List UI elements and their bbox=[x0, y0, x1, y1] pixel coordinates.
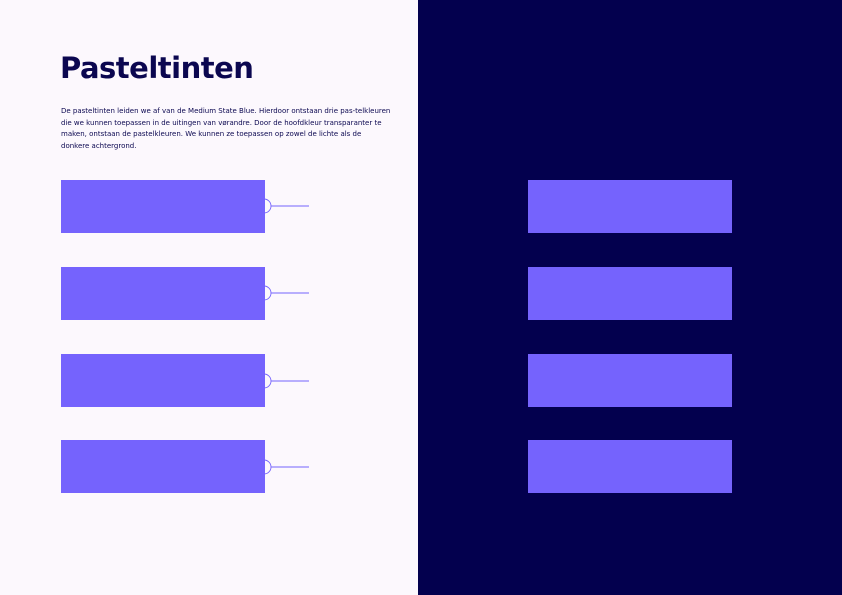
swatch-connector-3 bbox=[263, 373, 309, 389]
swatch-connector-1 bbox=[263, 198, 309, 214]
dark-swatch-2 bbox=[528, 267, 732, 320]
swatch-connector-4 bbox=[263, 459, 309, 475]
dark-swatch-4 bbox=[528, 440, 732, 493]
page-title: Pasteltinten bbox=[60, 51, 254, 85]
light-swatch-4 bbox=[61, 440, 265, 493]
swatch-connector-2 bbox=[263, 285, 309, 301]
light-swatch-3 bbox=[61, 354, 265, 407]
dark-swatch-1 bbox=[528, 180, 732, 233]
light-swatch-2 bbox=[61, 267, 265, 320]
description-text: De pasteltinten leiden we af van de Medi… bbox=[61, 107, 391, 150]
light-swatch-1 bbox=[61, 180, 265, 233]
dark-swatch-3 bbox=[528, 354, 732, 407]
